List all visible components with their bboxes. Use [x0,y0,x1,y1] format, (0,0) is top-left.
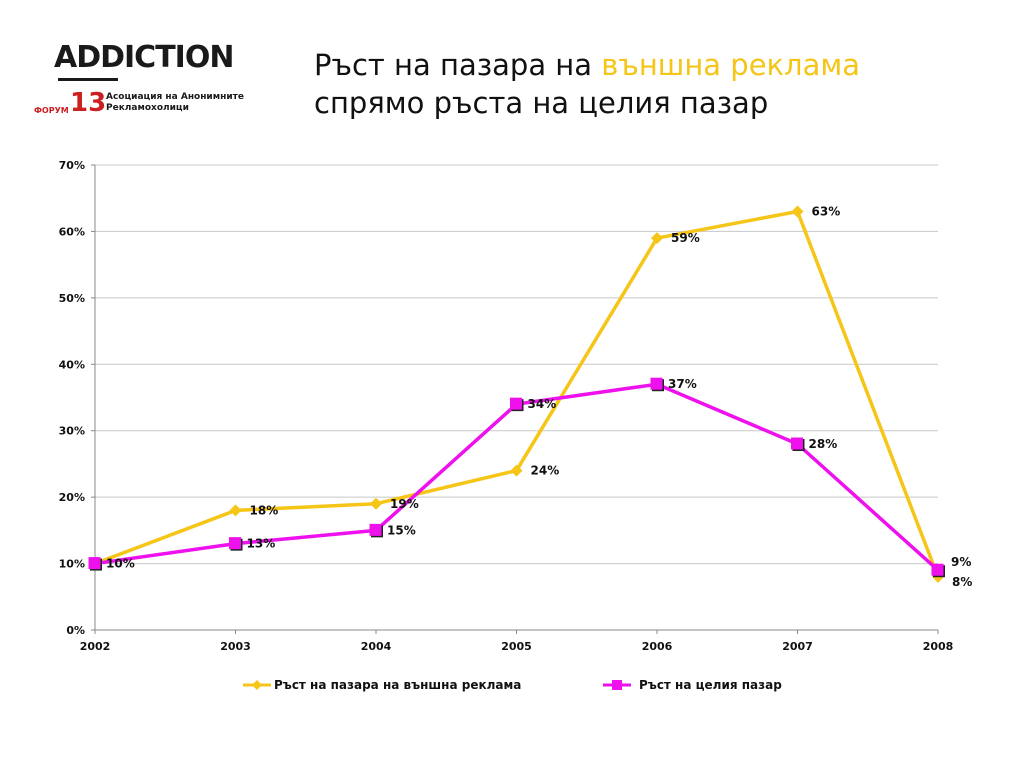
legend-marker-1 [252,680,262,690]
x-tick-label: 2007 [782,640,813,653]
data-label: 13% [247,537,276,551]
series-1-point [370,497,382,510]
slide-title: Ръст на пазара на външна реклама спрямо … [314,46,860,122]
addiction-logo: ADDICTION ФОРУМ 13 Асоциация на Анонимни… [30,36,250,126]
series-2-point [931,563,944,576]
title-line1-accent: външна реклама [601,48,861,82]
series-line-1 [94,209,940,578]
data-label: 19% [390,497,419,511]
data-label: 59% [671,231,700,245]
logo-forum: ФОРУМ [34,106,69,115]
y-tick-label: 0% [66,624,85,637]
y-tick-label: 60% [59,225,85,238]
logo-brand: ADDICTION [54,40,234,75]
x-tick-label: 2006 [642,640,673,653]
y-tick-label: 70% [59,159,85,172]
series-2-point [510,397,522,410]
y-tick-label: 40% [59,358,85,371]
series-1-point [791,205,804,218]
legend-label-2: Ръст на целия пазар [639,678,782,692]
logo-underline [58,78,118,81]
data-label: 24% [531,464,560,478]
x-tick-label: 2004 [361,640,392,653]
title-line2: спрямо ръста на целия пазар [314,86,769,120]
series-line-2 [94,382,940,572]
series-1-point [510,464,523,477]
data-label: 18% [250,503,279,517]
data-label: 28% [809,437,838,451]
x-tick-label: 2002 [80,640,111,653]
series-2-point [369,523,382,536]
x-tick-label: 2008 [923,640,954,653]
y-tick-label: 50% [59,292,85,305]
series-1-point [229,504,242,517]
data-label: 8% [952,575,972,589]
legend-label-1: Ръст на пазара на външна реклама [274,678,521,692]
y-tick-label: 30% [59,425,85,438]
data-label: 15% [387,523,416,537]
series-2-point [229,537,241,550]
logo-number: 13 [70,88,107,118]
y-tick-label: 10% [59,558,85,571]
legend-marker-2 [612,680,622,690]
y-tick-label: 20% [59,491,85,504]
data-label: 9% [951,555,971,569]
data-label: 63% [812,205,841,219]
series-2-point [88,557,101,570]
data-label: 10% [106,557,135,571]
x-tick-label: 2005 [501,640,532,653]
data-label: 37% [668,377,697,391]
data-label: 34% [528,397,557,411]
series-2-point [650,377,663,390]
title-line1-prefix: Ръст на пазара на [314,48,593,82]
logo-association: Асоциация на Анонимните Рекламохолици [106,92,244,113]
series-1-point [651,232,663,245]
series-2-point [791,437,803,450]
x-tick-label: 2003 [220,640,251,653]
